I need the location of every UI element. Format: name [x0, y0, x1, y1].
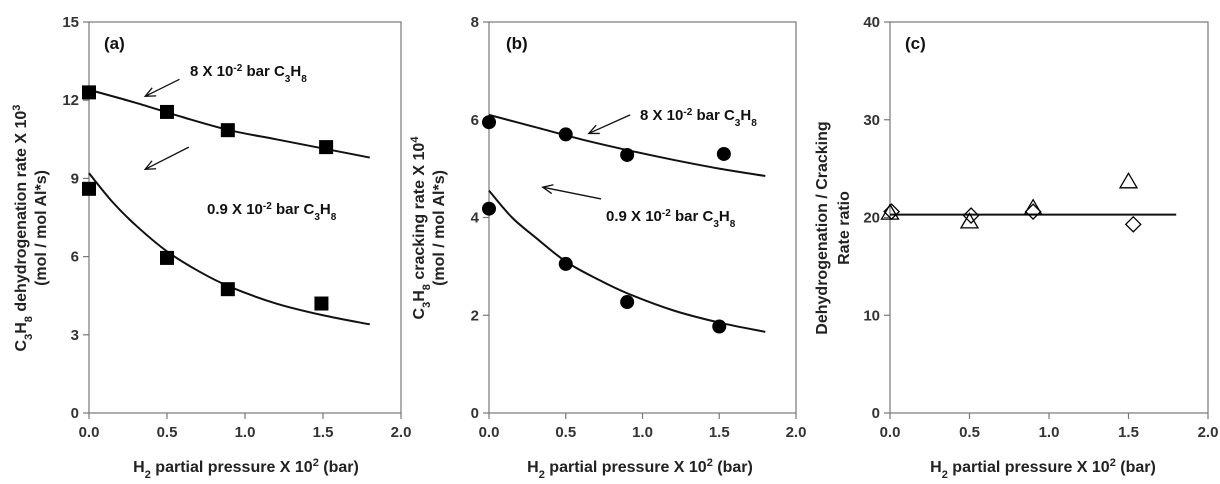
annotation-arrow-a-2	[144, 146, 190, 170]
fit-line-a-2	[88, 172, 370, 326]
panel-b: 0.0 0.5 1.0 1.5 2.0 0 2 4 6 8 (b) C3H8 cracking r…	[409, 14, 806, 481]
x-tick-label-b: 2.0	[786, 424, 807, 441]
data-point-c-2	[1124, 215, 1142, 233]
ylabel-c: Dehydrogenation / Cracking	[814, 121, 831, 334]
plot-frame-c	[889, 21, 1209, 414]
ylabel2-a: (mol / mol Al*s)	[33, 170, 50, 286]
data-point-b-1	[716, 146, 731, 161]
annotation-arrow-a-1	[144, 78, 180, 97]
data-point-b-1	[558, 127, 573, 142]
x-tick-label-b: 1.5	[709, 424, 730, 441]
panel-c: 0.0 0.5 1.0 1.5 2.0 0 10 20 30 40 (c) Dehydrogena…	[814, 14, 1218, 481]
annotation-b-1: 8 X 10-2 bar C3H8	[640, 107, 757, 129]
ylabel-b: C3H8 cracking rate X 104	[409, 136, 433, 320]
xlabel-b: H2 partial pressure X 102 (bar)	[527, 457, 753, 481]
y-tick-label-c: 40	[863, 14, 880, 31]
data-point-b-2	[712, 319, 727, 334]
x-tick-label-a: 0.5	[157, 424, 178, 441]
y-tick-label-a: 3	[71, 327, 79, 344]
annotation-a-2: 0.9 X 10-2 bar C3H8	[207, 201, 337, 223]
data-point-c-2	[1024, 203, 1042, 221]
y-tick-label-b: 8	[471, 14, 479, 31]
data-point-b-1	[620, 147, 635, 162]
y-tick-label-a: 15	[62, 14, 79, 31]
data-point-c-1	[1118, 172, 1139, 189]
data-point-a-1	[82, 85, 96, 100]
data-point-b-2	[558, 256, 573, 271]
x-tick-label-c: 0.0	[880, 424, 901, 441]
data-point-a-1	[220, 123, 235, 138]
x-tick-label-b: 1.0	[632, 424, 653, 441]
x-tick-label-c: 1.5	[1118, 424, 1139, 441]
y-tick-label-c: 30	[863, 112, 880, 129]
data-point-a-1	[160, 104, 174, 119]
x-tick-label-a: 1.5	[313, 424, 334, 441]
panel-label-a: (a)	[104, 34, 125, 53]
y-tick-label-c: 20	[863, 210, 880, 227]
data-point-a-2	[160, 250, 174, 265]
panel-label-b: (b)	[506, 34, 528, 53]
annotation-arrowhead-b-2	[541, 184, 554, 195]
annotation-arrow-b-2	[542, 186, 602, 200]
y-tick-label-c: 10	[863, 307, 880, 324]
panel-a: 0.0 0.5 1.0 1.5 2.0 0 3 6 9 12 15 (a) C3H8 dehydro…	[11, 14, 411, 481]
annotation-arrow-b-1	[588, 114, 631, 135]
y-tick-label-b: 4	[471, 210, 480, 227]
data-point-a-2	[220, 282, 235, 297]
x-tick-label-c: 2.0	[1198, 424, 1219, 441]
y-tick-label-a: 12	[62, 92, 79, 109]
y-tick-label-a: 6	[71, 249, 79, 266]
data-point-a-1	[319, 140, 334, 155]
x-tick-label-c: 0.5	[959, 424, 980, 441]
fit-line-b-2	[488, 189, 766, 333]
x-tick-label-b: 0.0	[479, 424, 500, 441]
data-point-c-1	[1023, 198, 1043, 215]
annotation-a-1: 8 X 10-2 bar C3H8	[190, 63, 307, 85]
y-tick-label-b: 6	[471, 112, 479, 129]
data-point-a-2	[314, 296, 329, 311]
y-tick-label-b: 0	[471, 405, 479, 422]
ylabel2-b: (mol / mol Al*s)	[431, 170, 448, 286]
annotation-b-2: 0.9 X 10-2 bar C3H8	[606, 208, 736, 230]
data-point-c-2	[962, 207, 980, 224]
xlabel-c: H2 partial pressure X 102 (bar)	[930, 457, 1156, 481]
data-point-b-1	[482, 115, 496, 130]
panel-label-c: (c)	[905, 34, 926, 53]
x-tick-label-b: 0.5	[555, 424, 576, 441]
y-tick-label-b: 2	[471, 307, 479, 324]
annotation-arrowhead-a-1	[143, 87, 157, 97]
y-tick-label-c: 0	[872, 405, 880, 422]
y-tick-label-a: 0	[71, 405, 79, 422]
fit-line-b-1	[488, 113, 766, 177]
data-point-b-2	[620, 295, 635, 310]
x-tick-label-c: 1.0	[1039, 424, 1060, 441]
y-tick-label-a: 9	[71, 170, 79, 187]
xlabel-a: H2 partial pressure X 102 (bar)	[133, 457, 359, 481]
data-point-b-2	[482, 201, 496, 216]
annotation-arrowhead-b-1	[587, 124, 600, 135]
data-point-a-2	[82, 181, 96, 196]
data-point-c-2	[883, 203, 901, 221]
x-tick-label-a: 0.0	[79, 424, 100, 441]
ylabel2-c: Rate ratio	[836, 191, 853, 265]
data-point-c-1	[880, 203, 900, 220]
ylabel-a: C3H8 dehydrogenation rate X 103	[11, 105, 35, 352]
x-tick-label-a: 1.0	[235, 424, 256, 441]
x-tick-label-a: 2.0	[391, 424, 412, 441]
annotation-arrowhead-a-2	[143, 160, 157, 170]
